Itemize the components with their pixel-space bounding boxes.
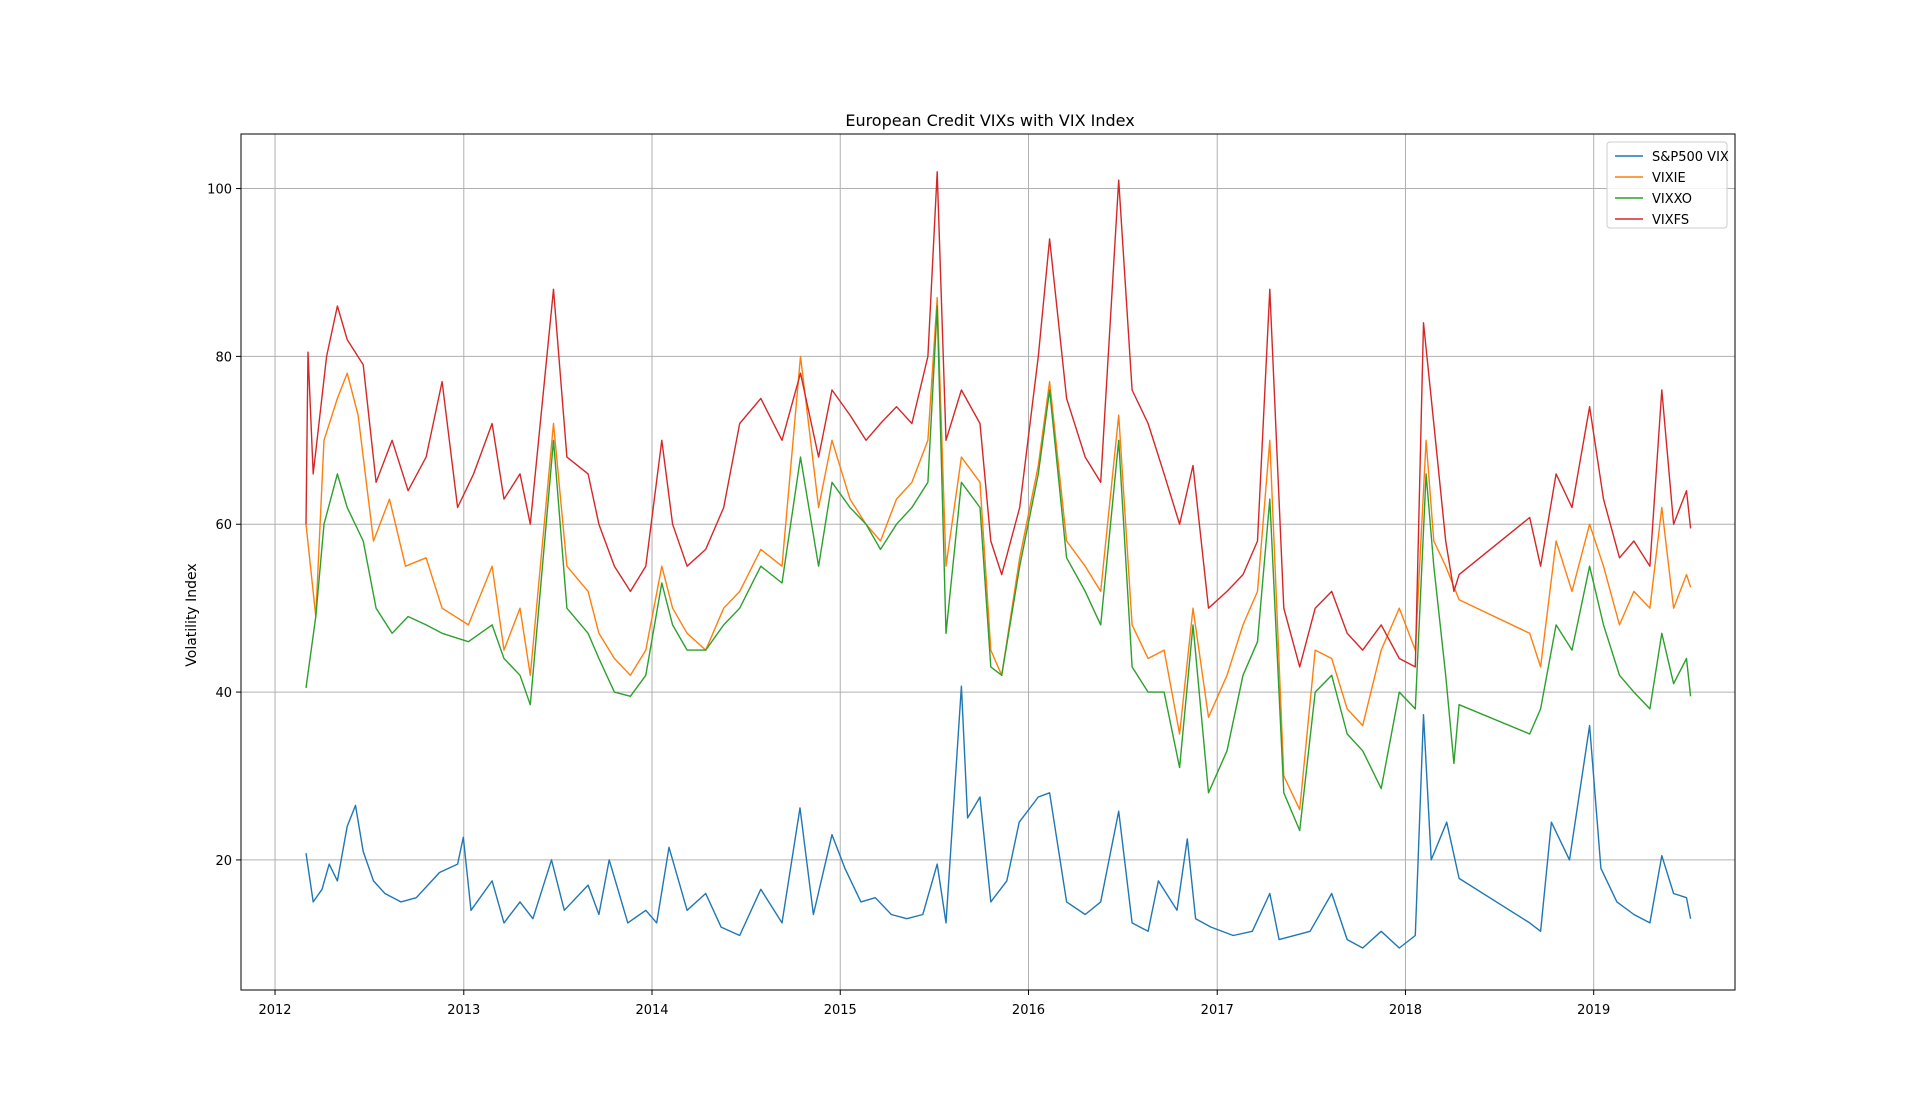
grid-lines [241, 134, 1735, 990]
chart-title: European Credit VIXs with VIX Index [845, 111, 1134, 130]
legend-box [1606, 141, 1728, 229]
legend-label: VIXFS [1652, 213, 1689, 228]
series-line-vixie [305, 296, 1692, 811]
y-tick-label: 40 [215, 686, 232, 701]
x-tick-label: 2013 [447, 1003, 480, 1018]
legend-label: VIXIE [1652, 171, 1686, 186]
x-tick-label: 2012 [258, 1003, 291, 1018]
x-tick-label: 2014 [635, 1003, 668, 1018]
plot-area [240, 133, 1736, 991]
legend-label: VIXXO [1652, 192, 1692, 207]
x-axis: 2012 2013 2014 2015 2016 2017 2018 2019 [258, 990, 1610, 1018]
y-tick-label: 100 [207, 183, 232, 198]
series-lines [305, 171, 1692, 949]
y-tick-label: 80 [215, 350, 232, 365]
y-tick-label: 60 [215, 518, 232, 533]
legend-label: S&P500 VIX [1652, 150, 1729, 165]
x-tick-label: 2015 [824, 1003, 857, 1018]
x-tick-label: 2019 [1577, 1003, 1610, 1018]
y-tick-label: 20 [215, 854, 232, 869]
x-tick-label: 2017 [1201, 1003, 1234, 1018]
y-axis-label: Volatility Index [184, 563, 200, 666]
x-tick-label: 2016 [1012, 1003, 1045, 1018]
legend: S&P500 VIX VIXIE VIXXO VIXFS [1606, 141, 1729, 229]
y-axis: 20 40 60 80 100 [207, 183, 241, 869]
series-line-vixfs [305, 171, 1692, 668]
series-line-s-p500-vix [305, 685, 1692, 949]
x-tick-label: 2018 [1389, 1003, 1422, 1018]
series-line-vixxo [305, 305, 1692, 832]
